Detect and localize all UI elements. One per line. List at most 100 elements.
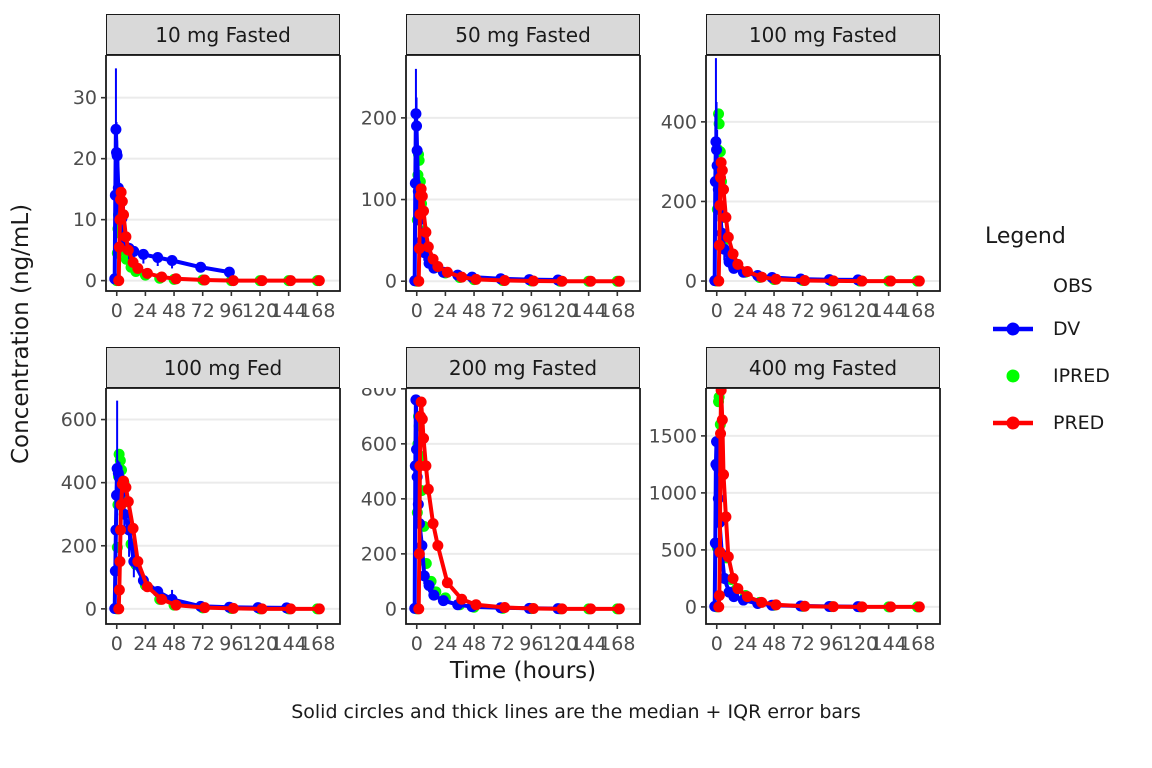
panel-100-mg-fed: 100 mg Fed 0 24 48 72 96 120 144 168 0 200 400 600 xyxy=(36,347,348,673)
x-axis-title: Time (hours) xyxy=(449,658,597,684)
svg-text:48: 48 xyxy=(462,300,486,322)
svg-text:120: 120 xyxy=(842,300,878,322)
svg-text:144: 144 xyxy=(271,633,307,655)
svg-text:120: 120 xyxy=(542,300,578,322)
svg-text:72: 72 xyxy=(491,633,515,655)
facet-strip: 10 mg Fasted xyxy=(106,14,340,55)
facet-strip: 400 mg Fasted xyxy=(706,347,940,388)
panel-200-mg-fasted: 200 mg Fasted 0 24 48 72 96 120 144 168 0 200 400 6… xyxy=(336,347,648,673)
svg-text:96: 96 xyxy=(519,633,543,655)
svg-text:96: 96 xyxy=(219,633,243,655)
svg-text:72: 72 xyxy=(491,300,515,322)
facet-strip-label: 100 mg Fasted xyxy=(748,22,898,47)
svg-text:800: 800 xyxy=(361,388,397,400)
svg-text:24: 24 xyxy=(133,300,157,322)
svg-text:120: 120 xyxy=(242,633,278,655)
legend-subtitle-obs: OBS xyxy=(1053,275,1093,297)
svg-text:0: 0 xyxy=(385,598,397,620)
svg-text:48: 48 xyxy=(162,633,186,655)
facet-strip-label: 200 mg Fasted xyxy=(448,355,598,380)
svg-text:48: 48 xyxy=(762,300,786,322)
svg-text:30: 30 xyxy=(73,87,97,109)
svg-text:168: 168 xyxy=(299,300,335,322)
svg-text:200: 200 xyxy=(361,543,397,565)
svg-text:144: 144 xyxy=(871,300,907,322)
panel-10-mg-fasted: 10 mg Fasted 0 24 48 72 96 120 144 168 0 10 20 30 xyxy=(36,14,348,340)
dv-line-dot-key-icon xyxy=(985,319,1041,339)
facet-strip-label: 10 mg Fasted xyxy=(155,22,291,47)
legend-label-ipred: IPRED xyxy=(1053,364,1110,387)
svg-text:144: 144 xyxy=(271,300,307,322)
ipred-dot-key-icon xyxy=(985,366,1041,386)
svg-text:400: 400 xyxy=(661,111,697,133)
facet-strip: 100 mg Fasted xyxy=(706,14,940,55)
pred-line-dot-key-icon xyxy=(985,413,1041,433)
svg-text:200: 200 xyxy=(61,535,97,557)
svg-text:144: 144 xyxy=(571,300,607,322)
y-axis-title: Concentration (ng/mL) xyxy=(8,203,34,464)
svg-text:100: 100 xyxy=(361,189,397,211)
svg-text:0: 0 xyxy=(111,300,123,322)
svg-text:120: 120 xyxy=(542,633,578,655)
legend-label-pred: PRED xyxy=(1053,411,1105,434)
svg-text:96: 96 xyxy=(519,300,543,322)
svg-text:0: 0 xyxy=(685,596,697,618)
svg-text:24: 24 xyxy=(133,633,157,655)
svg-text:168: 168 xyxy=(599,633,635,655)
svg-text:96: 96 xyxy=(819,300,843,322)
legend-label-dv: DV xyxy=(1053,317,1081,340)
svg-text:24: 24 xyxy=(433,300,457,322)
svg-text:400: 400 xyxy=(361,488,397,510)
legend-entry-ipred: IPRED xyxy=(985,352,1110,399)
svg-text:200: 200 xyxy=(661,191,697,213)
svg-text:0: 0 xyxy=(385,271,397,293)
svg-text:500: 500 xyxy=(661,539,697,561)
svg-text:48: 48 xyxy=(462,633,486,655)
svg-text:0: 0 xyxy=(85,270,97,292)
svg-text:0: 0 xyxy=(411,300,423,322)
facet-strip-label: 50 mg Fasted xyxy=(455,22,591,47)
svg-text:200: 200 xyxy=(361,107,397,129)
figure-caption: Solid circles and thick lines are the me… xyxy=(291,701,861,723)
svg-text:72: 72 xyxy=(791,633,815,655)
svg-text:144: 144 xyxy=(871,633,907,655)
svg-text:0: 0 xyxy=(711,633,723,655)
svg-text:0: 0 xyxy=(85,598,97,620)
svg-text:20: 20 xyxy=(73,148,97,170)
svg-text:24: 24 xyxy=(733,300,757,322)
svg-text:0: 0 xyxy=(111,633,123,655)
svg-text:24: 24 xyxy=(733,633,757,655)
facet-strip-label: 400 mg Fasted xyxy=(748,355,898,380)
svg-text:72: 72 xyxy=(191,300,215,322)
svg-text:600: 600 xyxy=(61,409,97,431)
svg-text:120: 120 xyxy=(842,633,878,655)
legend-entry-pred: PRED xyxy=(985,399,1110,446)
svg-text:10: 10 xyxy=(73,209,97,231)
svg-text:168: 168 xyxy=(299,633,335,655)
panel-100-mg-fasted: 100 mg Fasted 0 24 48 72 96 120 144 168 0 200 400 xyxy=(636,14,948,340)
svg-text:1000: 1000 xyxy=(649,482,697,504)
svg-text:1500: 1500 xyxy=(649,425,697,447)
svg-text:72: 72 xyxy=(791,300,815,322)
svg-text:144: 144 xyxy=(571,633,607,655)
svg-text:0: 0 xyxy=(711,300,723,322)
panel-50-mg-fasted: 50 mg Fasted 0 24 48 72 96 120 144 168 0 100 200 xyxy=(336,14,648,340)
svg-text:72: 72 xyxy=(191,633,215,655)
svg-text:168: 168 xyxy=(899,633,935,655)
legend-title: Legend xyxy=(985,224,1066,249)
panel-400-mg-fasted: 400 mg Fasted 0 24 48 72 96 120 144 168 0 500 1000… xyxy=(636,347,948,673)
facet-strip-label: 100 mg Fed xyxy=(163,355,283,380)
svg-text:96: 96 xyxy=(219,300,243,322)
svg-text:0: 0 xyxy=(685,271,697,293)
svg-text:24: 24 xyxy=(433,633,457,655)
svg-text:168: 168 xyxy=(899,300,935,322)
svg-text:600: 600 xyxy=(361,433,397,455)
legend: Legend OBS DV IPRED PRED xyxy=(985,224,1110,446)
